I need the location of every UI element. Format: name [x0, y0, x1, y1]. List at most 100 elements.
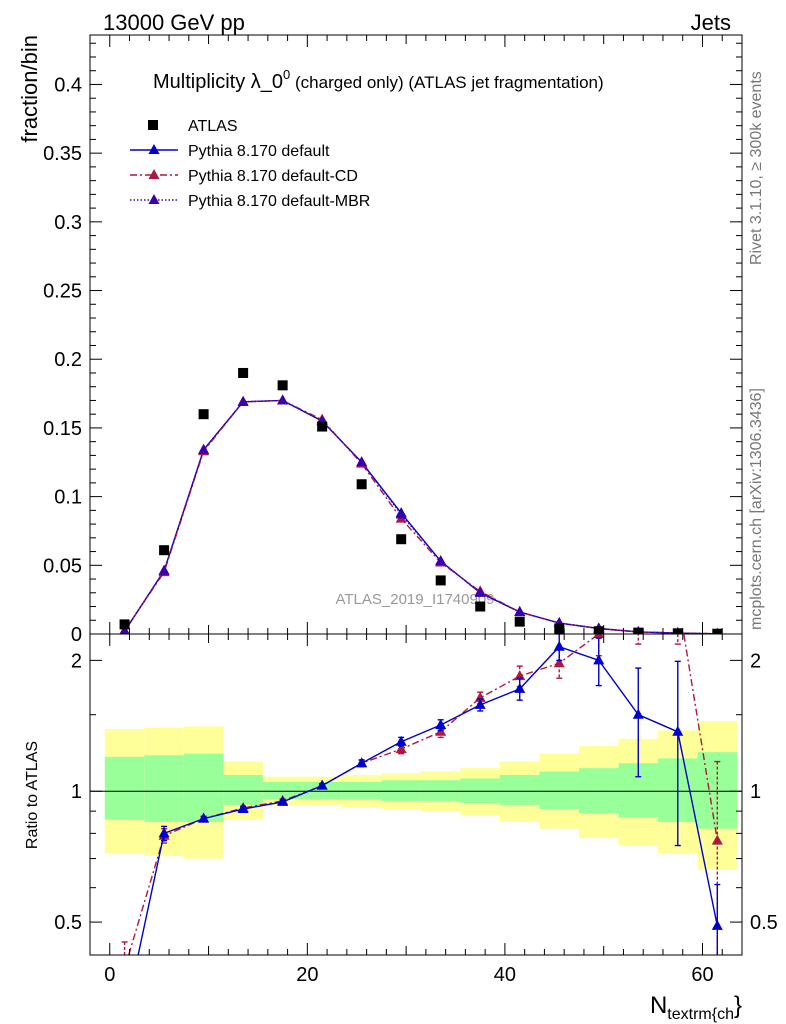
ratio-series-1-point	[711, 834, 723, 845]
legend-marker-triangle	[148, 194, 160, 204]
ratio-series-layer	[119, 634, 723, 1023]
ratio-y-tick-label-right: 2	[750, 650, 761, 672]
atlas-data-point	[435, 575, 446, 586]
ratio-series-1-point	[119, 963, 130, 973]
main-series-line-2	[123, 399, 718, 634]
atlas-data-point	[396, 534, 407, 545]
atlas-data	[119, 367, 723, 634]
main-series-2-point	[158, 564, 170, 575]
plot-title-main: Multiplicity λ_0	[153, 71, 283, 93]
x-tick-label: 60	[691, 964, 713, 986]
main-series-2-point	[474, 586, 486, 597]
ratio-series-0-point	[395, 735, 407, 746]
ratio-y-tick-label: 0.5	[54, 912, 82, 934]
atlas-data-point	[277, 380, 288, 391]
band-green	[460, 778, 500, 803]
ratio-series-0-point	[277, 795, 289, 806]
ratio-clipped	[119, 634, 723, 1023]
main-series-2-point	[356, 456, 368, 467]
legend-marker-triangle	[148, 169, 160, 179]
main-y-tick-label: 0.3	[54, 212, 82, 234]
x-tick-label: 40	[494, 964, 516, 986]
ratio-series-0-point	[711, 919, 723, 930]
main-series-2-point	[119, 625, 130, 634]
main-series-2-point	[277, 394, 289, 405]
ratio-series-1-point	[395, 743, 407, 754]
ratio-series-0	[119, 634, 723, 1023]
legend-label: ATLAS	[188, 118, 238, 135]
ratio-frame	[89, 633, 743, 956]
ratio-series-line-0	[137, 645, 718, 955]
x-axis-label: Ntextrm{ch}	[650, 992, 742, 1023]
ratio-series-1-point	[553, 657, 565, 668]
main-y-tick-label: 0.05	[43, 555, 82, 577]
band-green	[302, 782, 342, 799]
plot-title: Multiplicity λ_00 (charged only) (ATLAS …	[153, 67, 604, 93]
legend-marker-triangle	[148, 144, 160, 154]
atlas-data-point	[119, 619, 130, 630]
x-tick-label: 0	[104, 964, 115, 986]
ratio-axes: 0.5 0.51 12 20 20 40 60	[54, 633, 778, 986]
band-green	[697, 752, 738, 829]
ratio-panel	[90, 634, 742, 955]
ratio-series-0-point	[593, 654, 605, 665]
ratio-y-axis-label: Ratio to ATLAS	[24, 741, 41, 849]
legend-label: Pythia 8.170 default-MBR	[188, 193, 370, 210]
plot-title-sup: 0	[283, 67, 290, 82]
atlas-data-point	[672, 628, 683, 634]
legend: ATLAS Pythia 8.170 default Pythia 8.170 de…	[130, 118, 370, 210]
atlas-data-point	[356, 479, 367, 490]
ratio-series-0-point	[435, 719, 447, 730]
band-green	[539, 771, 579, 810]
atlas-data-point	[593, 626, 604, 634]
atlas-data-point	[317, 421, 328, 432]
side-site-label: mcplots.cern.ch [arXiv:1306.3436]	[748, 388, 765, 630]
atlas-data-point	[514, 616, 525, 627]
main-series-2-point	[514, 606, 526, 617]
atlas-data-point	[159, 545, 170, 556]
ratio-series-1-point	[593, 634, 605, 638]
main-series-2-point	[395, 508, 407, 519]
band-green	[381, 780, 421, 801]
ratio-y-tick-label: 2	[71, 650, 82, 672]
ratio-series-0-point	[237, 803, 249, 814]
band-green	[262, 782, 303, 799]
atlas-data-point	[198, 409, 209, 420]
ratio-series-0-point	[474, 698, 486, 709]
side-rivet-label: Rivet 3.1.10, ≥ 300k events	[748, 71, 765, 265]
x-tick-label: 20	[296, 964, 318, 986]
main-y-tick-label: 0.25	[43, 281, 82, 303]
ratio-series-0-point	[316, 779, 328, 790]
band-green	[104, 756, 145, 820]
atlas-data-point	[712, 628, 723, 634]
ratio-y-tick-label-right: 0.5	[750, 912, 778, 934]
atlas-data-point	[554, 623, 565, 634]
main-series-2-point	[198, 443, 210, 454]
atlas-data-point	[633, 627, 644, 634]
band-green	[183, 753, 224, 822]
watermark: ATLAS_2019_I1740909	[335, 591, 494, 608]
x-axis-label-sub: textrm{ch	[667, 1006, 734, 1023]
legend-label: Pythia 8.170 default	[188, 143, 330, 160]
main-clipped	[119, 367, 723, 634]
x-axis-label-tail: }	[734, 992, 742, 1019]
main-y-axis-label: fraction/bin	[17, 35, 42, 143]
ratio-series-0-point	[632, 708, 644, 719]
band-green	[579, 768, 619, 814]
ratio-series-0-point	[198, 812, 210, 823]
ratio-y-tick-label: 1	[71, 781, 82, 803]
ratio-series-0-point	[553, 640, 565, 651]
ratio-series-0-point	[514, 682, 526, 693]
main-y-tick-label: 0	[71, 624, 82, 646]
uncertainty-bands	[90, 721, 742, 870]
atlas-data-point	[475, 601, 486, 612]
main-series-2-point	[435, 555, 447, 566]
main-series-2-point	[237, 395, 249, 406]
x-axis-label-main: N	[650, 992, 667, 1019]
band-green	[223, 774, 263, 805]
ratio-series-0-point	[119, 1013, 130, 1023]
header-process: Jets	[691, 10, 731, 35]
header-collision: 13000 GeV pp	[103, 10, 245, 35]
ratio-series-0-point	[158, 827, 170, 838]
